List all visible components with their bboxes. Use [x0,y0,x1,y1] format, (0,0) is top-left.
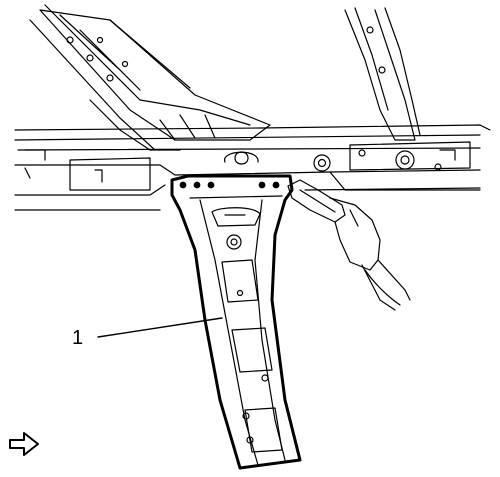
callout-label-1: 1 [72,327,83,349]
vehicle-frame-drawing [14,4,491,470]
b-pillar [170,174,302,470]
callout-leader-line [97,317,223,338]
roof-bow-left [29,4,271,151]
roof-bow-right [344,7,421,141]
gloved-hand-tool [287,179,411,311]
roof-side-rail [14,124,491,211]
right-arrow-outline-icon[interactable] [9,432,39,456]
